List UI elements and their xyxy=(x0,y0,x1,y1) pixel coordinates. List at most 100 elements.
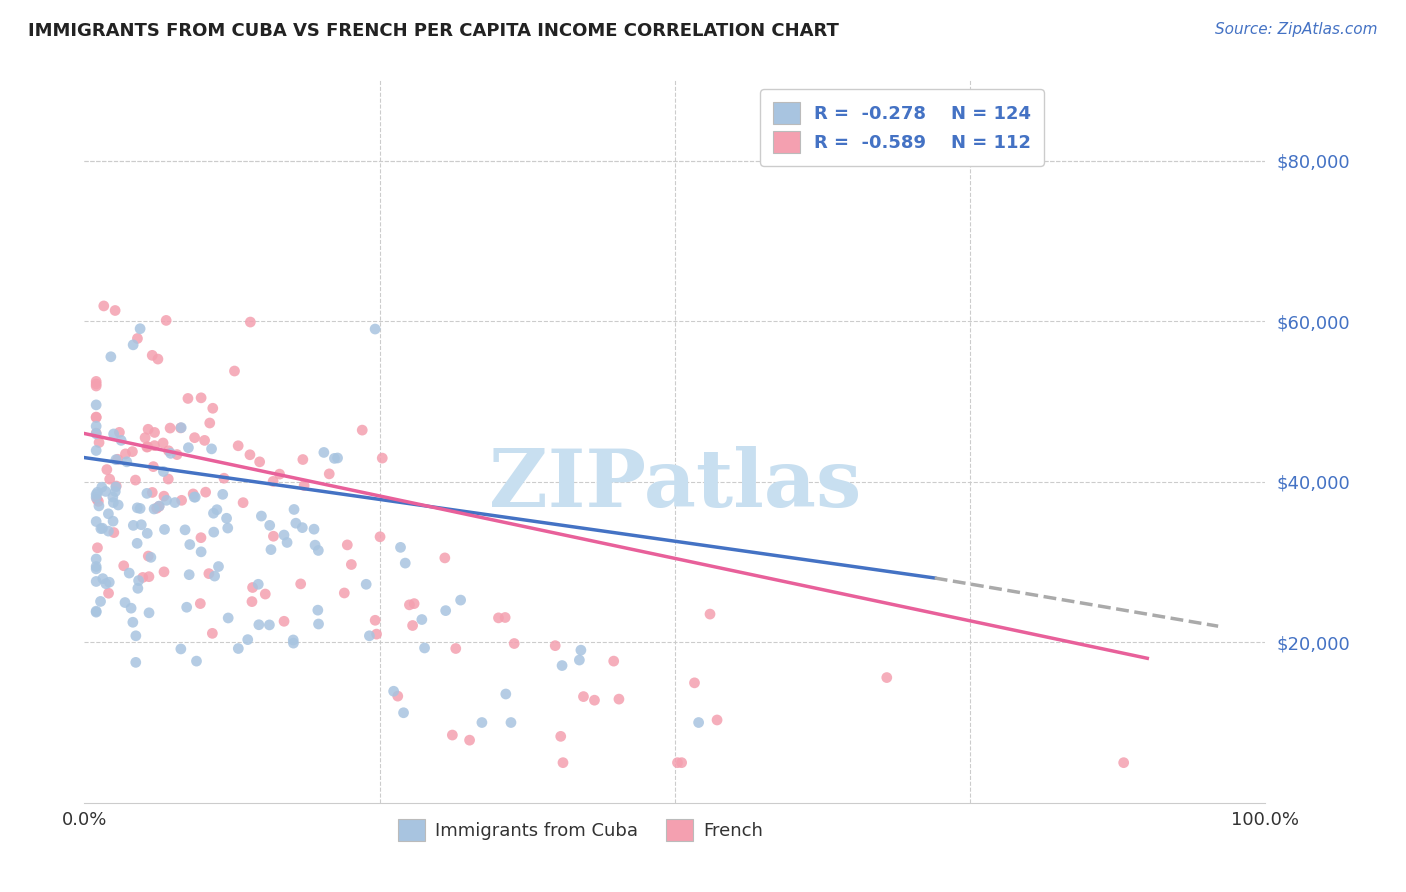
Point xyxy=(104,484,127,499)
Point xyxy=(495,687,517,701)
Point xyxy=(148,500,170,514)
Point xyxy=(307,603,329,617)
Point xyxy=(122,518,145,533)
Point xyxy=(876,671,898,685)
Point xyxy=(569,643,592,657)
Point xyxy=(86,485,108,500)
Point xyxy=(136,526,159,541)
Text: Source: ZipAtlas.com: Source: ZipAtlas.com xyxy=(1215,22,1378,37)
Point xyxy=(84,426,107,441)
Point xyxy=(683,676,706,690)
Point xyxy=(129,501,152,516)
Point xyxy=(259,518,281,533)
Point xyxy=(98,472,121,486)
Point xyxy=(93,299,115,313)
Point xyxy=(202,525,225,540)
Point xyxy=(103,525,125,540)
Point xyxy=(666,756,689,770)
Point xyxy=(273,528,295,542)
Point xyxy=(120,601,142,615)
Point xyxy=(217,521,239,535)
Point xyxy=(121,444,143,458)
Point xyxy=(190,545,212,559)
Point xyxy=(121,615,143,630)
Point xyxy=(232,496,254,510)
Point xyxy=(572,690,595,704)
Point xyxy=(236,632,259,647)
Point xyxy=(142,459,165,474)
Point xyxy=(336,538,359,552)
Point xyxy=(200,442,222,456)
Point xyxy=(207,559,229,574)
Point xyxy=(159,446,181,460)
Point xyxy=(354,577,377,591)
Point xyxy=(170,642,193,657)
Point xyxy=(153,565,176,579)
Point xyxy=(86,541,108,555)
Point xyxy=(107,498,129,512)
Point xyxy=(198,416,221,430)
Point xyxy=(84,443,107,458)
Point xyxy=(283,502,305,516)
Point xyxy=(323,451,346,466)
Point xyxy=(1112,756,1135,770)
Legend: Immigrants from Cuba, French: Immigrants from Cuba, French xyxy=(391,812,770,848)
Point xyxy=(583,693,606,707)
Point xyxy=(129,322,152,336)
Point xyxy=(326,450,349,465)
Point xyxy=(84,604,107,618)
Point xyxy=(262,529,284,543)
Point xyxy=(211,487,233,501)
Point xyxy=(198,566,221,581)
Point xyxy=(177,392,200,406)
Point xyxy=(441,728,464,742)
Point xyxy=(394,556,416,570)
Point xyxy=(291,521,314,535)
Point xyxy=(166,448,188,462)
Point xyxy=(86,492,108,507)
Point xyxy=(125,656,148,670)
Point xyxy=(84,487,107,501)
Point xyxy=(176,600,198,615)
Point xyxy=(304,538,326,552)
Point xyxy=(104,480,127,494)
Point xyxy=(174,523,197,537)
Point xyxy=(179,537,201,551)
Point xyxy=(366,627,388,641)
Point xyxy=(84,559,107,574)
Point xyxy=(364,322,387,336)
Point xyxy=(136,549,159,563)
Point xyxy=(183,431,205,445)
Point xyxy=(101,514,124,528)
Point xyxy=(602,654,624,668)
Point xyxy=(503,636,526,650)
Point xyxy=(134,431,156,445)
Point xyxy=(84,426,107,441)
Point xyxy=(114,447,136,461)
Point xyxy=(201,401,224,416)
Point xyxy=(433,550,456,565)
Point xyxy=(107,452,129,467)
Point xyxy=(136,422,159,436)
Point xyxy=(127,331,149,345)
Point xyxy=(194,485,217,500)
Text: IMMIGRANTS FROM CUBA VS FRENCH PER CAPITA INCOME CORRELATION CHART: IMMIGRANTS FROM CUBA VS FRENCH PER CAPIT… xyxy=(28,22,839,40)
Point xyxy=(364,613,387,627)
Point xyxy=(389,541,412,555)
Point xyxy=(382,684,405,698)
Point xyxy=(97,507,120,521)
Point xyxy=(177,441,200,455)
Point xyxy=(135,440,157,454)
Point xyxy=(273,615,295,629)
Point xyxy=(146,352,169,367)
Point xyxy=(259,618,281,632)
Point xyxy=(188,597,211,611)
Point xyxy=(118,566,141,580)
Point xyxy=(247,617,270,632)
Point xyxy=(143,502,166,516)
Point xyxy=(371,451,394,466)
Point xyxy=(368,530,391,544)
Point xyxy=(84,574,107,589)
Point xyxy=(217,611,239,625)
Point xyxy=(242,581,264,595)
